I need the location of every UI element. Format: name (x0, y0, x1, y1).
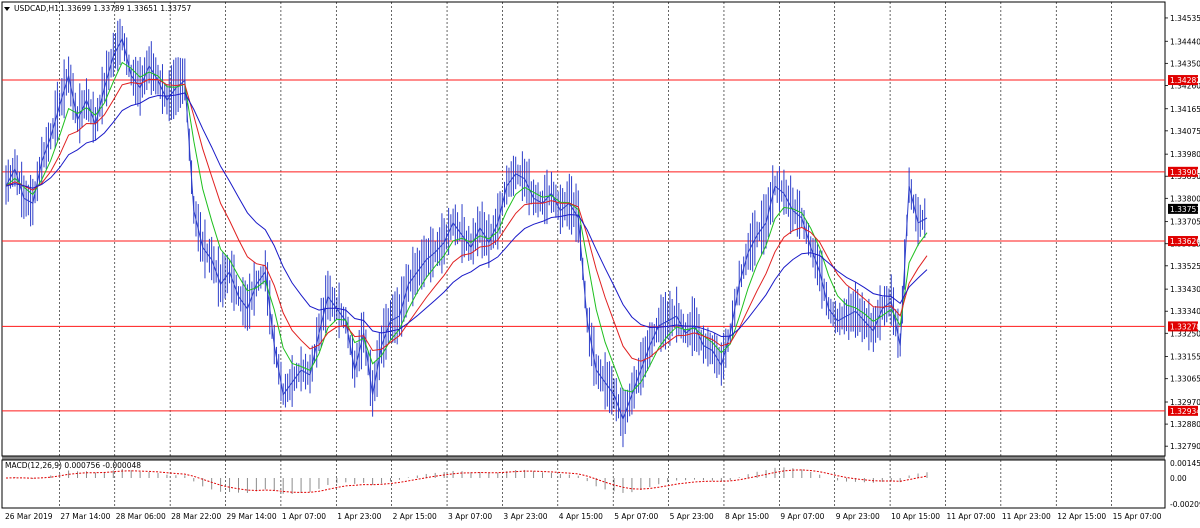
ma-mid-line (5, 78, 928, 362)
y-tick-label: 1.34440 (1170, 37, 1200, 46)
current-price-label: 1.33757 (1170, 205, 1200, 214)
x-tick-label: 11 Apr 23:00 (1002, 512, 1051, 521)
macd-y-tick-label: 0.001452 (1170, 459, 1200, 468)
x-tick-label: 28 Mar 22:00 (171, 512, 221, 521)
y-tick-label: 1.34165 (1170, 105, 1200, 114)
x-tick-label: 5 Apr 07:00 (614, 512, 658, 521)
y-tick-label: 1.33525 (1170, 262, 1200, 271)
y-tick-label: 1.32970 (1170, 398, 1200, 407)
y-tick-label: 1.32790 (1170, 442, 1200, 451)
y-tick-label: 1.33340 (1170, 307, 1200, 316)
level-price-tag (1168, 405, 1198, 416)
x-tick-label: 9 Apr 23:00 (836, 512, 880, 521)
macd-pane-frame (1, 459, 1166, 509)
chart-header-ohlc: 1.33699 1.33789 1.33651 1.33757 (60, 4, 191, 13)
x-tick-label: 27 Mar 14:00 (60, 512, 110, 521)
x-tick-label: 3 Apr 07:00 (448, 512, 492, 521)
y-tick-label: 1.32880 (1170, 420, 1200, 429)
chart-header-symbol: USDCAD,H1 (14, 4, 59, 13)
x-tick-label: 10 Apr 15:00 (891, 512, 940, 521)
level-price-label: 1.33278 (1170, 322, 1200, 331)
x-tick-label: 15 Apr 07:00 (1113, 512, 1162, 521)
x-tick-label: 8 Apr 15:00 (725, 512, 769, 521)
dropdown-arrow-icon[interactable] (4, 7, 10, 11)
level-price-tag (1168, 321, 1198, 332)
price-bars (5, 18, 926, 448)
y-tick-label: 1.33065 (1170, 375, 1200, 384)
level-price-label: 1.34282 (1170, 76, 1200, 85)
y-tick-label: 1.34260 (1170, 81, 1200, 90)
macd-signal-line (5, 469, 928, 493)
y-tick-label: 1.33705 (1170, 218, 1200, 227)
x-tick-label: 11 Apr 07:00 (946, 512, 995, 521)
y-tick-label: 1.34075 (1170, 127, 1200, 136)
level-price-label: 1.32934 (1170, 407, 1200, 416)
x-tick-label: 28 Mar 06:00 (116, 512, 166, 521)
x-tick-label: 12 Apr 15:00 (1057, 512, 1106, 521)
x-tick-label: 9 Apr 07:00 (780, 512, 824, 521)
level-price-tag (1168, 236, 1198, 247)
x-tick-label: 26 Mar 2019 (5, 512, 53, 521)
ma-slow-line (5, 92, 928, 338)
macd-histogram (14, 467, 928, 494)
price-line (5, 37, 928, 421)
macd-y-tick-label: 0.00 (1170, 474, 1187, 483)
level-price-tag (1168, 166, 1198, 177)
ma-fast-line (5, 61, 928, 393)
level-price-label: 1.33908 (1170, 168, 1200, 177)
current-price-tag (1168, 203, 1198, 214)
x-tick-label: 4 Apr 15:00 (559, 512, 603, 521)
y-tick-label: 1.33980 (1170, 150, 1200, 159)
y-tick-label: 1.33800 (1170, 194, 1200, 203)
y-tick-label: 1.33250 (1170, 329, 1200, 338)
x-tick-label: 5 Apr 23:00 (670, 512, 714, 521)
y-tick-label: 1.34535 (1170, 14, 1200, 23)
macd-title: MACD(12,26,9) 0.000756 -0.000048 (5, 461, 141, 470)
x-tick-label: 29 Mar 14:00 (227, 512, 277, 521)
y-tick-label: 1.33155 (1170, 353, 1200, 362)
level-price-tag (1168, 75, 1198, 86)
y-tick-label: 1.33430 (1170, 285, 1200, 294)
x-tick-label: 1 Apr 07:00 (282, 512, 326, 521)
x-tick-label: 3 Apr 23:00 (503, 512, 547, 521)
x-tick-label: 2 Apr 15:00 (393, 512, 437, 521)
main-pane-frame (1, 1, 1166, 457)
x-tick-label: 1 Apr 23:00 (337, 512, 381, 521)
y-tick-label: 1.34350 (1170, 59, 1200, 68)
level-price-label: 1.33626 (1170, 237, 1200, 246)
macd-y-tick-label: -0.002097 (1170, 500, 1200, 509)
